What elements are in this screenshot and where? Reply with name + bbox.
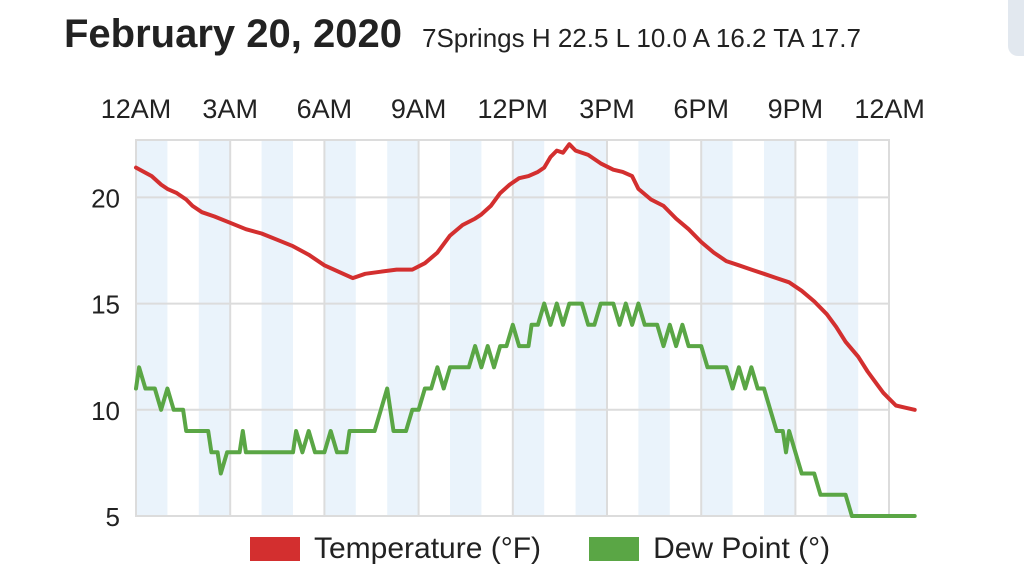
plot-border (135, 139, 890, 517)
x-tick-label-2: 6AM (297, 94, 353, 124)
hour-band-11 (826, 140, 859, 516)
legend-item-temperature[interactable]: Temperature (°F) (250, 532, 541, 566)
legend-swatch-dew-point (589, 537, 640, 561)
temperature-line (134, 142, 917, 412)
y-tick-label-5: 5 (106, 502, 120, 532)
y-tick-label-15: 15 (91, 290, 120, 320)
daily-summary: 7Springs H 22.5 L 10.0 A 16.2 TA 17.7 (422, 23, 861, 53)
x-tick-label-4: 12PM (478, 94, 549, 124)
legend: Temperature (°F) Dew Point (°) (250, 532, 878, 566)
y-tick-label-10: 10 (91, 396, 120, 426)
legend-item-dew-point[interactable]: Dew Point (°) (589, 532, 830, 566)
x-tick-label-3: 9AM (391, 94, 447, 124)
hour-band-9 (701, 140, 733, 516)
x-tick-label-1: 3AM (202, 94, 258, 124)
x-tick-label-5: 3PM (579, 94, 635, 124)
dew-point-line (134, 301, 917, 518)
legend-label-temperature: Temperature (°F) (314, 532, 542, 565)
x-tick-label-6: 6PM (673, 94, 729, 124)
hour-band-6 (512, 140, 545, 516)
hour-band-10 (764, 140, 796, 516)
legend-label-dew-point: Dew Point (°) (653, 532, 831, 565)
chart-header: February 20, 2020 7Springs H 22.5 L 10.0… (64, 12, 861, 57)
hour-band-4 (387, 140, 419, 516)
y-tick-label-20: 20 (91, 183, 120, 213)
chart-title-date: February 20, 2020 (64, 12, 402, 56)
corner-tab[interactable] (1008, 0, 1024, 56)
hour-band-5 (450, 140, 482, 516)
x-tick-label-8: 12AM (854, 94, 925, 124)
legend-swatch-temperature (250, 537, 300, 561)
x-tick-label-7: 9PM (768, 94, 824, 124)
hour-band-0 (136, 140, 168, 516)
hour-band-7 (575, 140, 607, 516)
x-tick-label-0: 12AM (101, 94, 172, 124)
